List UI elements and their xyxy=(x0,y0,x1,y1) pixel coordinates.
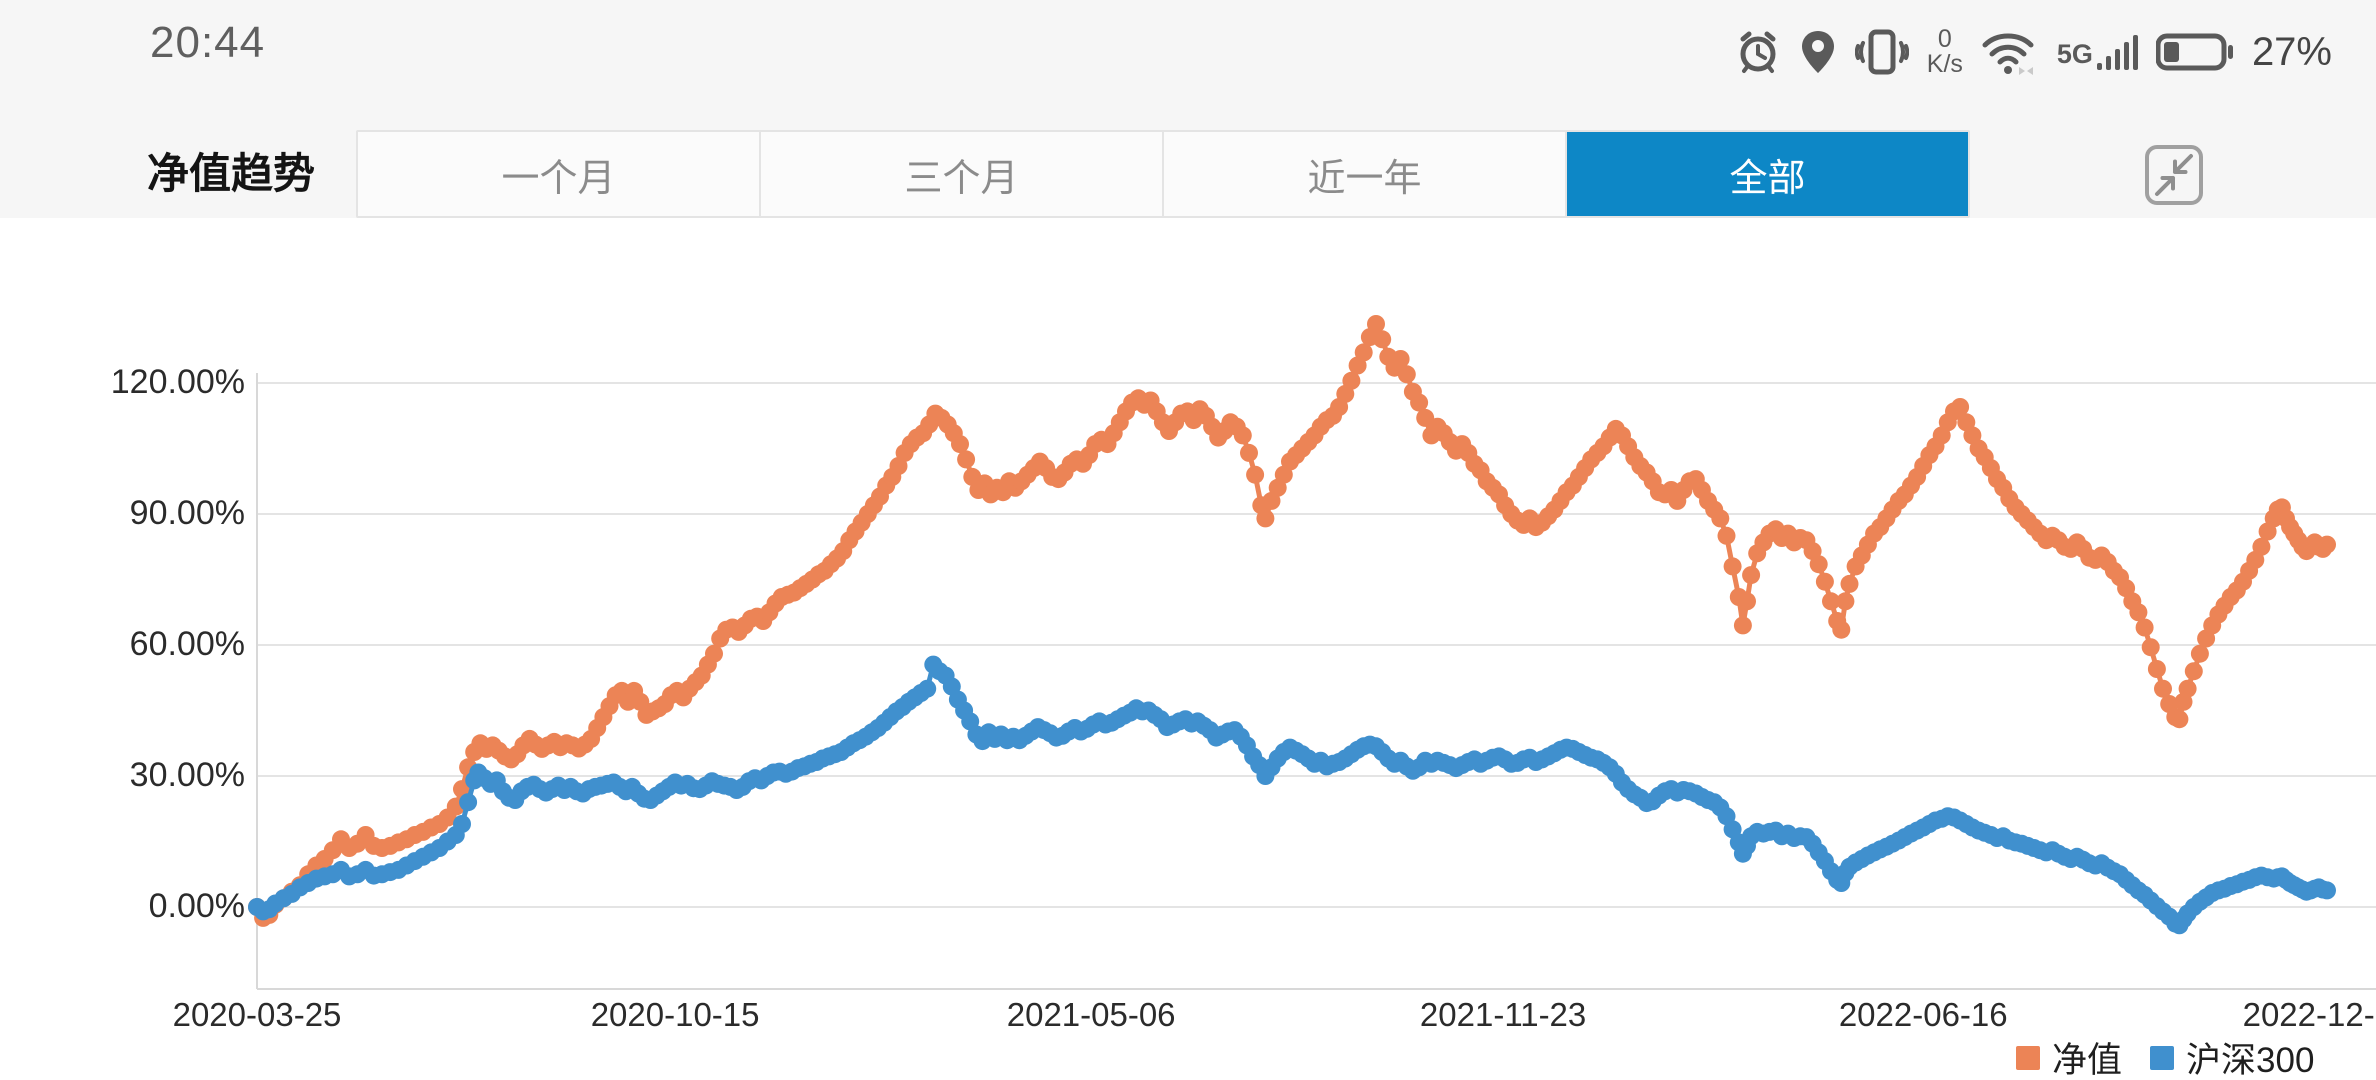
legend-label: 净值 xyxy=(2052,1041,2123,1080)
net-value-point xyxy=(1951,398,1970,416)
net-value-point xyxy=(2154,679,2172,698)
net-value-point xyxy=(2170,710,2189,729)
net-value-point xyxy=(1822,592,1840,611)
csi300-point xyxy=(459,793,478,812)
net-value-point xyxy=(957,450,976,469)
net-value-point xyxy=(1233,426,1252,445)
net-value-point xyxy=(1840,574,1859,593)
net-value-point xyxy=(1738,592,1756,611)
net-value-point xyxy=(1836,592,1855,611)
net-value-point xyxy=(2129,603,2148,622)
period-tabs: 一个月 三个月 近一年 全部 xyxy=(356,130,1970,218)
net-value-point xyxy=(1809,555,1828,574)
net-value-point xyxy=(1367,315,1385,333)
x-axis-tick-label: 2022-06-16 xyxy=(1838,996,2008,1033)
net-value-point xyxy=(705,644,723,663)
x-axis-tick-label: 2022-12-30 xyxy=(2242,996,2376,1033)
net-value-point xyxy=(2318,535,2336,554)
net-value-point xyxy=(1240,443,1258,462)
legend-swatch-net-value xyxy=(2016,1045,2040,1070)
battery-percent-label: 27% xyxy=(2251,29,2332,74)
csi300-point xyxy=(453,815,471,833)
y-axis-tick-label: 120.00% xyxy=(110,363,245,401)
status-bar: 20:44 0 K/s xyxy=(0,0,2376,110)
tab-one-month[interactable]: 一个月 xyxy=(358,132,761,216)
net-value-point xyxy=(2252,537,2271,556)
network-speed-unit: K/s xyxy=(1926,50,1963,78)
x-axis-tick-label: 2020-03-25 xyxy=(172,996,342,1033)
csi300-point xyxy=(2318,881,2336,900)
net-value-point xyxy=(2184,662,2203,681)
legend-label: 沪深300 xyxy=(2186,1041,2315,1080)
network-type-label: 5G xyxy=(2056,39,2093,69)
net-value-point xyxy=(1723,557,1742,576)
net-value-point xyxy=(1410,393,1429,412)
y-axis-tick-label: 30.00% xyxy=(129,756,245,794)
net-value-point xyxy=(2190,644,2209,663)
network-speed-value: 0 xyxy=(1937,25,1952,53)
csi300-point xyxy=(918,679,937,698)
battery-icon xyxy=(2155,33,2233,71)
net-value-point xyxy=(951,435,969,454)
net-value-point xyxy=(1246,465,1265,484)
net-value-point xyxy=(1354,343,1373,362)
net-value-point xyxy=(1815,572,1834,591)
wifi-icon xyxy=(1982,33,2034,75)
alarm-icon xyxy=(1740,31,1776,73)
page-title: 净值趋势 xyxy=(147,150,316,197)
legend-item-csi300[interactable]: 沪深300 xyxy=(2150,1032,2314,1080)
x-axis-tick-label: 2021-11-23 xyxy=(1419,996,1587,1033)
net-value-point xyxy=(1742,566,1761,585)
net-value-point xyxy=(1256,509,1275,528)
net-value-point xyxy=(1832,620,1851,639)
net-value-point xyxy=(1391,350,1410,368)
chart-card xyxy=(0,218,2376,1080)
net-value-point xyxy=(2135,618,2154,637)
x-axis-tick-label: 2021-05-06 xyxy=(1006,996,1176,1033)
y-axis-tick-label: 60.00% xyxy=(129,625,245,663)
network-speed: 0 K/s xyxy=(1927,27,1963,77)
vibrate-icon xyxy=(1854,29,1909,75)
net-value-point xyxy=(2141,638,2160,657)
net-value-point xyxy=(1373,330,1392,349)
net-value-point xyxy=(1733,616,1752,635)
legend-item-net-value[interactable]: 净值 xyxy=(2016,1032,2122,1080)
status-time: 20:44 xyxy=(150,18,266,67)
tab-three-months[interactable]: 三个月 xyxy=(761,132,1164,216)
net-value-point xyxy=(2178,679,2197,698)
tab-one-year[interactable]: 近一年 xyxy=(1164,132,1567,216)
chart-legend: 净值 沪深300 xyxy=(2016,1032,2314,1080)
signal-indicator: 5G xyxy=(2057,34,2138,70)
status-icons: 0 K/s 5G xyxy=(1735,16,2332,88)
y-axis-tick-label: 90.00% xyxy=(129,494,245,532)
location-icon xyxy=(1801,31,1834,73)
net-value-point xyxy=(1342,371,1361,390)
x-axis-tick-label: 2020-10-15 xyxy=(590,996,760,1033)
net-value-point xyxy=(1397,365,1416,384)
legend-swatch-csi300 xyxy=(2150,1045,2175,1070)
net-value-point xyxy=(2147,660,2166,678)
signal-bars-icon xyxy=(2096,34,2138,70)
net-value-point xyxy=(1717,526,1736,545)
y-axis-tick-label: 0.00% xyxy=(148,887,245,925)
tab-all[interactable]: 全部 xyxy=(1567,132,1968,216)
net-value-point xyxy=(1711,509,1730,528)
net-value-line xyxy=(254,321,2330,921)
collapse-icon[interactable] xyxy=(2144,144,2204,206)
